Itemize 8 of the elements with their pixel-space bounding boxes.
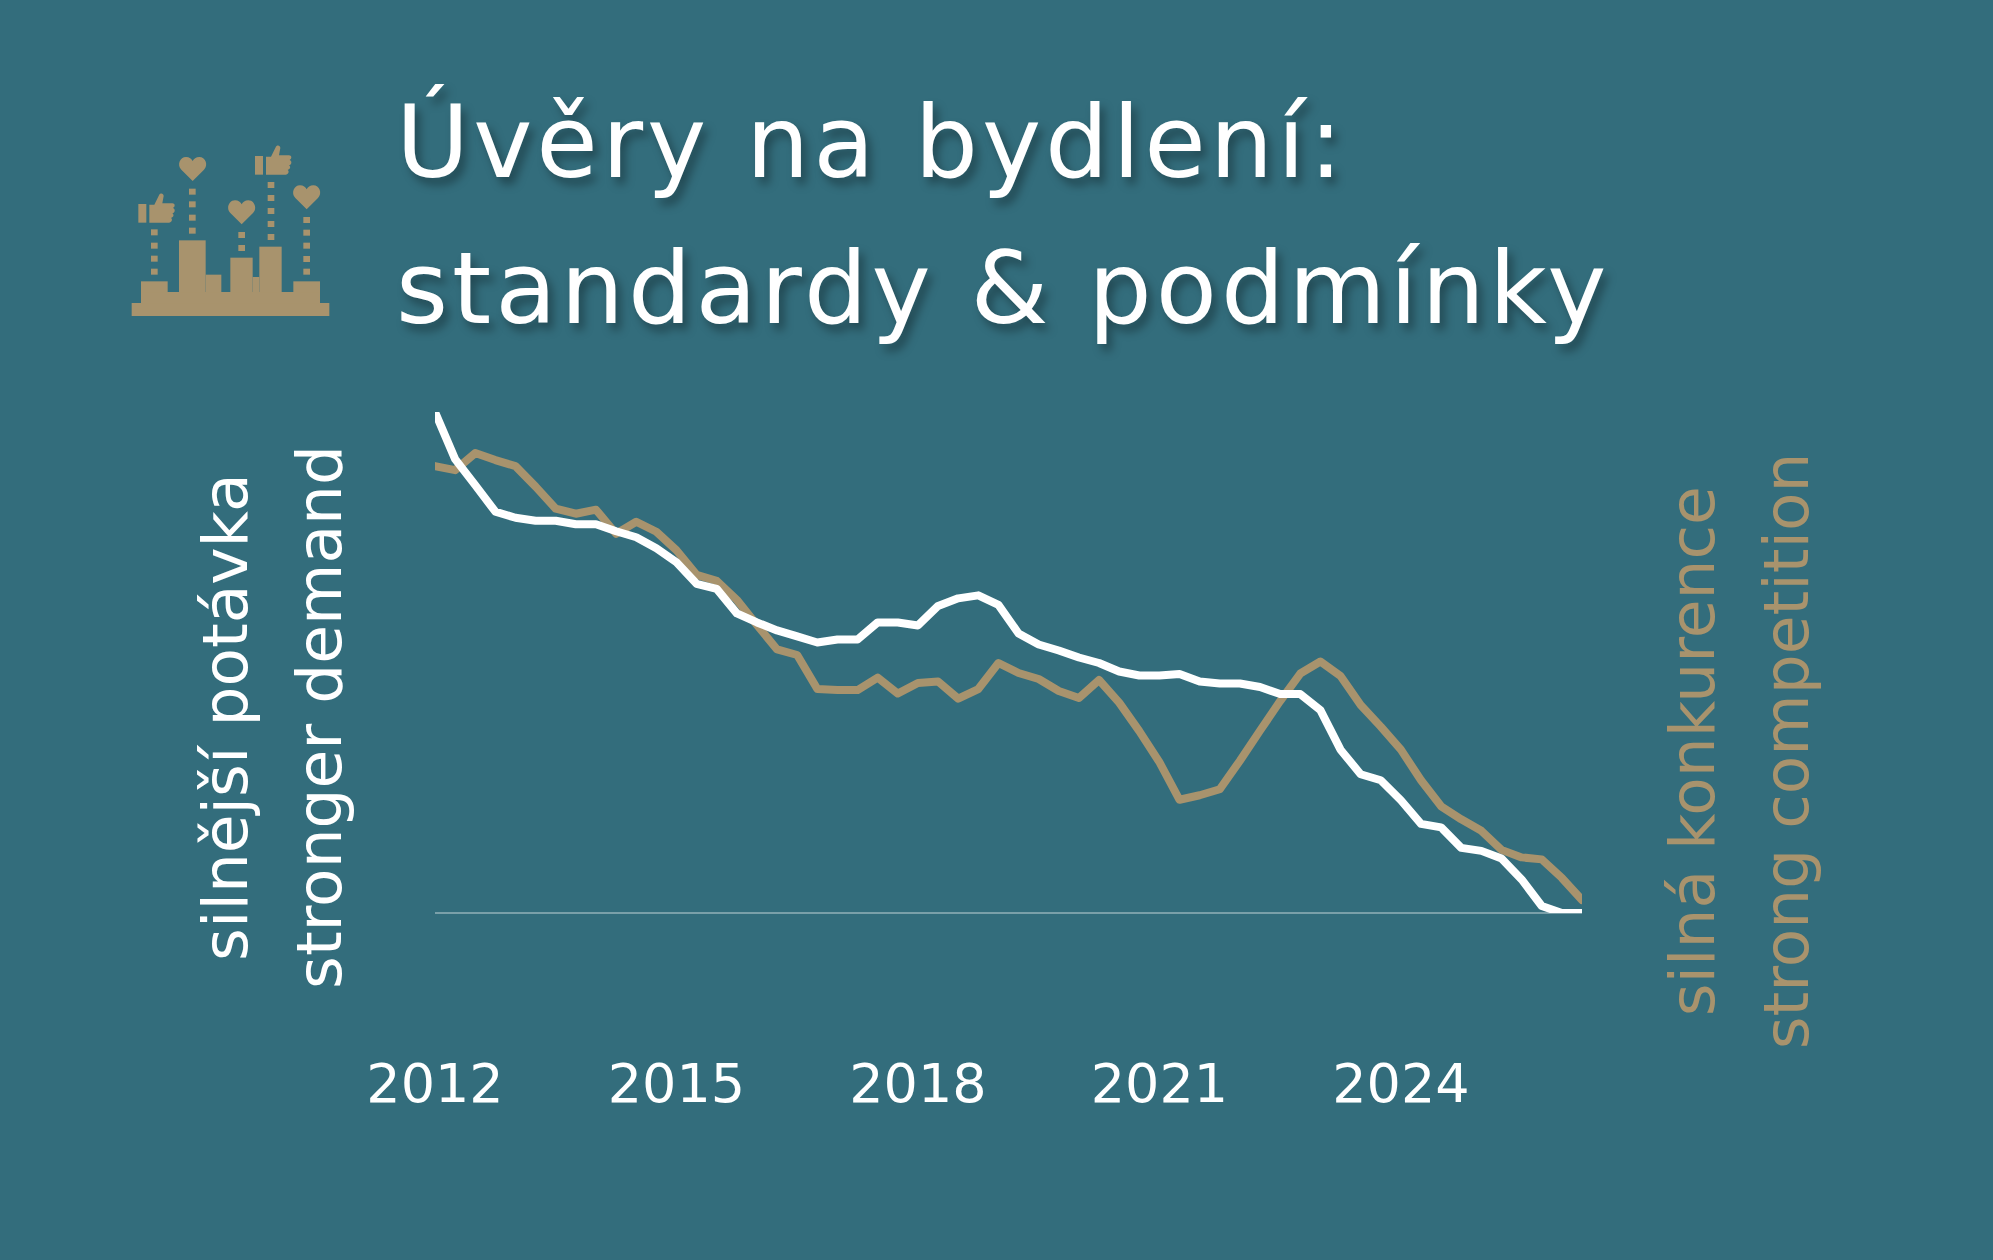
x-tick-label: 2018 (849, 1051, 987, 1115)
x-tick-label: 2015 (607, 1051, 746, 1115)
y2-axis-title: silná konkurence strong competition (1656, 452, 1823, 1050)
chart-title: Úvěry na bydlení: standardy & podmínky (396, 84, 1611, 347)
x-tick-label: 2024 (1332, 1051, 1470, 1115)
x-tick-label: 2012 (366, 1051, 504, 1115)
y-axis-title: silnější potávka stronger demand (189, 445, 356, 989)
x-tick-label: 2021 (1090, 1051, 1229, 1115)
